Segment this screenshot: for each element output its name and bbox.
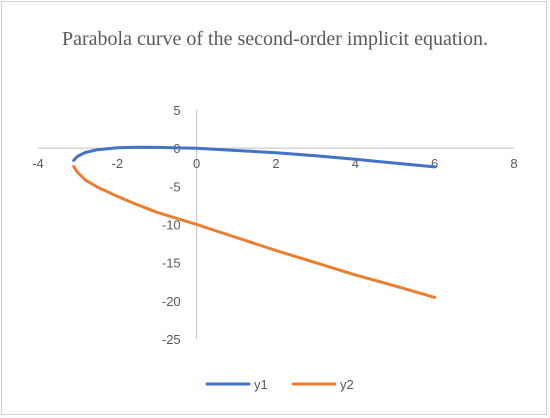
y-tick-label: -10 [162, 218, 181, 233]
y-tick-label: -25 [162, 332, 181, 347]
series-line-y1 [72, 145, 437, 169]
legend-label-y1: y1 [254, 377, 268, 392]
x-tick-label: 2 [272, 156, 279, 171]
series-line-y2 [72, 165, 437, 299]
x-tick-label: -4 [32, 156, 44, 171]
legend-label-y2: y2 [340, 377, 354, 392]
x-tick-label: -2 [112, 156, 124, 171]
x-tick-label: 4 [352, 156, 359, 171]
x-tick-label: 0 [193, 156, 200, 171]
y-tick-label: -5 [169, 179, 181, 194]
y-tick-label: -20 [162, 294, 181, 309]
x-tick-label: 6 [431, 156, 438, 171]
y-tick-label: 5 [173, 103, 180, 118]
y-tick-label: -15 [162, 256, 181, 271]
x-tick-label: 8 [510, 156, 517, 171]
chart-title: Parabola curve of the second-order impli… [62, 28, 488, 50]
